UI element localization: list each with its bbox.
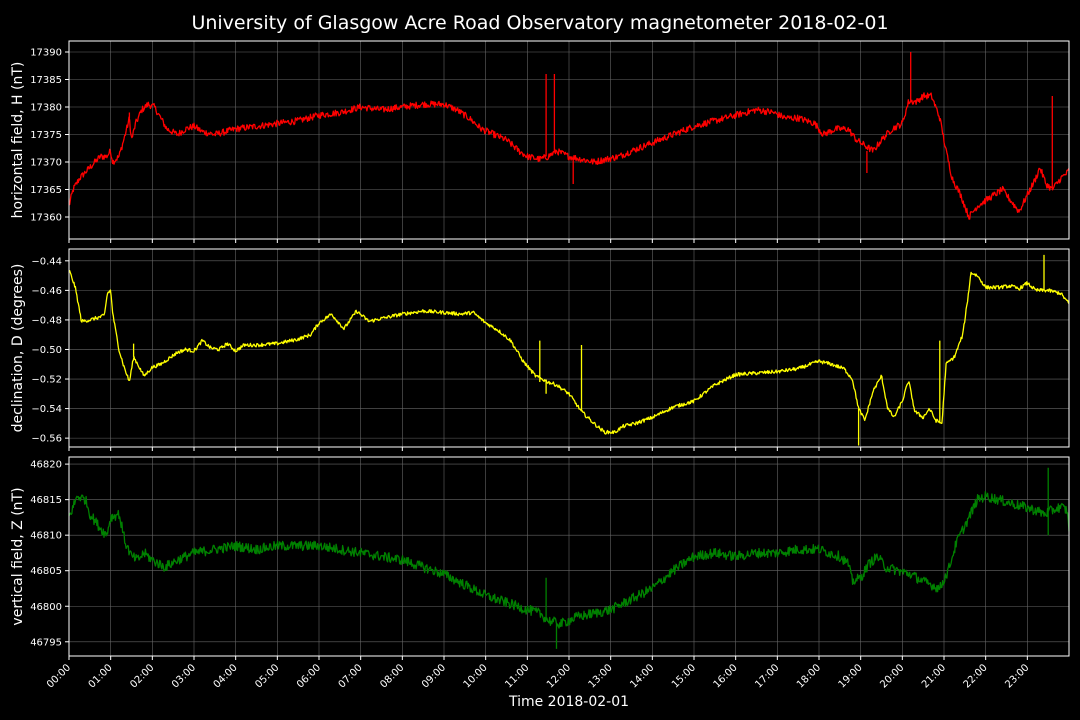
x-tick-label: 01:00	[87, 662, 115, 690]
x-tick-label: 10:00	[462, 662, 490, 690]
panel-border	[68, 456, 1070, 657]
y-tick-label: 46820	[30, 460, 62, 471]
x-tick-label: 11:00	[503, 662, 531, 690]
x-tick-label: 09:00	[420, 662, 448, 690]
y-tick-label: −0.54	[31, 404, 62, 415]
y-tick-label: 17365	[30, 185, 62, 196]
x-tick-label: 03:00	[170, 662, 198, 690]
panels: 17360 17365 17370 17375 17380 17385 17390 horiz…	[10, 40, 1070, 691]
x-tick-label: 13:00	[587, 662, 615, 690]
y-tick-label: 17390	[30, 48, 62, 59]
x-tick-label: 00:00	[45, 662, 73, 690]
y-tick-label: −0.44	[31, 256, 62, 267]
y-axis-label: horizontal field, H (nT)	[10, 62, 26, 219]
series-line	[68, 52, 1070, 220]
y-tick-label: −0.46	[31, 286, 62, 297]
series-line	[68, 467, 1070, 649]
x-tick-label: 23:00	[1003, 662, 1031, 690]
x-tick-label: 04:00	[212, 662, 240, 690]
y-tick-label: 17370	[30, 158, 62, 169]
y-tick-label: −0.56	[31, 434, 62, 445]
y-tick-label: 46805	[30, 566, 62, 577]
y-tick-label: 17380	[30, 103, 62, 114]
y-tick-label: −0.52	[31, 375, 62, 386]
x-tick-label: 19:00	[837, 662, 865, 690]
panel-1: 17360 17365 17370 17375 17380 17385 17390 horiz…	[10, 40, 1070, 243]
x-tick-label: 02:00	[128, 662, 156, 690]
panel-3: 46795 46800 46805 46810 46815 46820 vertical f…	[10, 456, 1070, 660]
x-tick-label: 14:00	[628, 662, 656, 690]
y-axis-label: declination, D (degrees)	[10, 264, 26, 433]
panel-border	[68, 248, 1070, 448]
x-axis-label: Time 2018-02-01	[508, 694, 629, 710]
x-tick-label: 08:00	[378, 662, 406, 690]
y-tick-label: 46815	[30, 495, 62, 506]
panel-border	[68, 40, 1070, 240]
y-tick-label: 17375	[30, 130, 62, 141]
series-line	[68, 254, 1070, 446]
x-tick-label: 07:00	[337, 662, 365, 690]
x-tick-label: 16:00	[712, 662, 740, 690]
x-tick-label: 15:00	[670, 662, 698, 690]
y-tick-label: 46800	[30, 602, 62, 613]
panel-2: −0.56 −0.54 −0.52 −0.50 −0.48 −0.46 −0.44 decli…	[10, 248, 1070, 451]
y-axis-label: vertical field, Z (nT)	[10, 487, 26, 625]
x-tick-label: 21:00	[920, 662, 948, 690]
y-tick-label: 46795	[30, 637, 62, 648]
y-tick-label: −0.48	[31, 315, 62, 326]
y-tick-label: 17360	[30, 213, 62, 224]
y-tick-label: 46810	[30, 531, 62, 542]
x-tick-label: 05:00	[253, 662, 281, 690]
x-tick-label: 17:00	[753, 662, 781, 690]
x-tick-label: 06:00	[295, 662, 323, 690]
y-tick-label: −0.50	[31, 345, 62, 356]
x-tick-label: 18:00	[795, 662, 823, 690]
y-tick-label: 17385	[30, 75, 62, 86]
x-tick-label: 22:00	[962, 662, 990, 690]
x-tick-label: 20:00	[878, 662, 906, 690]
chart-title: University of Glasgow Acre Road Observat…	[191, 12, 888, 34]
x-tick-label: 12:00	[545, 662, 573, 690]
